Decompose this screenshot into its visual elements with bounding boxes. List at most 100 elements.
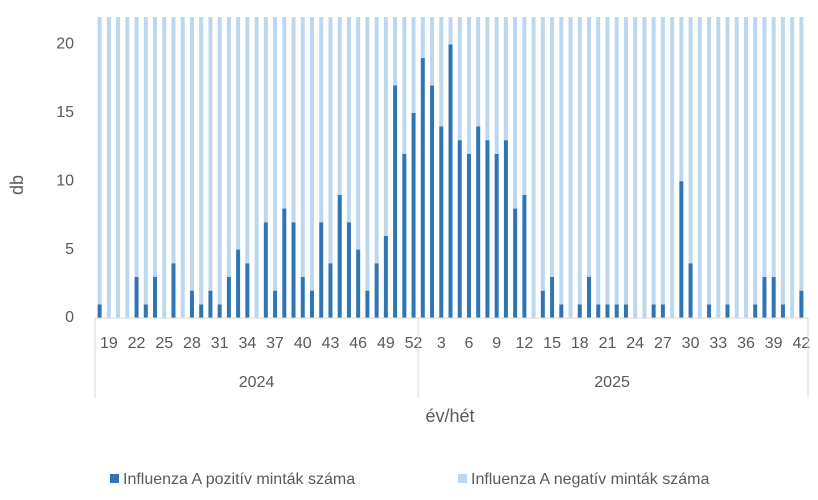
bar-segment bbox=[651, 17, 656, 305]
x-tick-label: 40 bbox=[294, 335, 312, 352]
bar-segment bbox=[605, 17, 610, 305]
bar-segment bbox=[707, 304, 712, 318]
bar-segment bbox=[300, 17, 305, 277]
bar-segment bbox=[734, 17, 739, 318]
bar-segment bbox=[106, 17, 111, 318]
bar-segment bbox=[550, 17, 555, 277]
bar-segment bbox=[171, 17, 176, 264]
bar-segment bbox=[457, 140, 462, 318]
x-tick-label: 25 bbox=[155, 335, 173, 352]
bar-segment bbox=[383, 17, 388, 236]
bar-segment bbox=[531, 17, 536, 318]
bar-segment bbox=[153, 276, 158, 318]
bar-segment bbox=[383, 235, 388, 318]
bar-segment bbox=[688, 263, 693, 318]
x-tick-label: 6 bbox=[465, 335, 474, 352]
bar-segment bbox=[725, 304, 730, 318]
bar-segment bbox=[707, 17, 712, 305]
bar-segment bbox=[236, 249, 241, 318]
bar-segment bbox=[790, 17, 795, 318]
x-tick-label: 9 bbox=[492, 335, 501, 352]
y-axis-title: db bbox=[7, 175, 27, 195]
bar-segment bbox=[651, 304, 656, 318]
bar-segment bbox=[309, 17, 314, 291]
bar-segment bbox=[328, 263, 333, 318]
bar-segment bbox=[254, 17, 259, 318]
x-tick-label: 28 bbox=[183, 335, 201, 352]
bar-segment bbox=[273, 17, 278, 291]
x-tick-label: 31 bbox=[211, 335, 229, 352]
bar-segment bbox=[577, 17, 582, 305]
x-tick-label: 34 bbox=[238, 335, 256, 352]
x-axis-title: év/hét bbox=[425, 406, 474, 426]
bar-segment bbox=[513, 17, 518, 209]
x-tick-label: 12 bbox=[515, 335, 533, 352]
bar-segment bbox=[623, 17, 628, 305]
bar-segment bbox=[346, 222, 351, 318]
bar-segment bbox=[660, 17, 665, 305]
bar-segment bbox=[476, 17, 481, 127]
bar-segment bbox=[494, 153, 499, 318]
bar-segment bbox=[319, 17, 324, 223]
bar-segment bbox=[245, 263, 250, 318]
bar-segment bbox=[485, 17, 490, 141]
bar-segment bbox=[522, 17, 527, 195]
bar-segment bbox=[411, 17, 416, 113]
bar-segment bbox=[596, 17, 601, 305]
bar-segment bbox=[282, 208, 287, 318]
bar-segment bbox=[263, 17, 268, 223]
bar-segment bbox=[346, 17, 351, 223]
x-tick-label: 19 bbox=[100, 335, 118, 352]
bar-segment bbox=[466, 17, 471, 154]
x-tick-label: 33 bbox=[709, 335, 727, 352]
y-tick-label: 10 bbox=[56, 172, 74, 189]
bar-segment bbox=[716, 17, 721, 318]
bar-segment bbox=[503, 140, 508, 318]
bar-segment bbox=[116, 17, 121, 318]
bar-segment bbox=[411, 112, 416, 318]
bar-segment bbox=[199, 17, 204, 305]
bar-segment bbox=[282, 17, 287, 209]
bar-segment bbox=[587, 17, 592, 277]
bar-segment bbox=[309, 290, 314, 318]
bar-segment bbox=[125, 17, 130, 318]
x-tick-label: 39 bbox=[765, 335, 783, 352]
x-tick-label: 49 bbox=[377, 335, 395, 352]
bar-segment bbox=[559, 17, 564, 305]
bar-segment bbox=[319, 222, 324, 318]
bar-segment bbox=[97, 304, 102, 318]
x-tick-label: 42 bbox=[792, 335, 810, 352]
legend-swatch bbox=[110, 474, 119, 483]
bar-segment bbox=[771, 276, 776, 318]
bar-segment bbox=[153, 17, 158, 277]
bar-segment bbox=[134, 17, 139, 277]
bar-segment bbox=[743, 17, 748, 318]
bar-segment bbox=[725, 17, 730, 305]
bar-segment bbox=[679, 17, 684, 182]
x-tick-label: 15 bbox=[543, 335, 561, 352]
x-tick-label: 24 bbox=[626, 335, 644, 352]
y-tick-label: 15 bbox=[56, 104, 74, 121]
bar-segment bbox=[97, 17, 102, 305]
bar-segment bbox=[430, 85, 435, 318]
bar-segment bbox=[402, 153, 407, 318]
bar-segment bbox=[780, 17, 785, 305]
bar-segment bbox=[550, 276, 555, 318]
x-group-label: 2024 bbox=[239, 374, 275, 391]
bar-segment bbox=[199, 304, 204, 318]
bar-segment bbox=[688, 17, 693, 264]
x-tick-label: 52 bbox=[405, 335, 423, 352]
bar-segment bbox=[605, 304, 610, 318]
bar-segment bbox=[217, 304, 222, 318]
bar-segment bbox=[180, 17, 185, 318]
y-tick-label: 0 bbox=[65, 309, 74, 326]
bar-segment bbox=[217, 17, 222, 305]
bar-segment bbox=[420, 17, 425, 59]
bar-segment bbox=[356, 249, 361, 318]
bar-segment bbox=[439, 126, 444, 318]
bar-segment bbox=[457, 17, 462, 141]
x-tick-label: 36 bbox=[737, 335, 755, 352]
bar-segment bbox=[596, 304, 601, 318]
bar-segment bbox=[762, 17, 767, 277]
bar-segment bbox=[799, 17, 804, 291]
